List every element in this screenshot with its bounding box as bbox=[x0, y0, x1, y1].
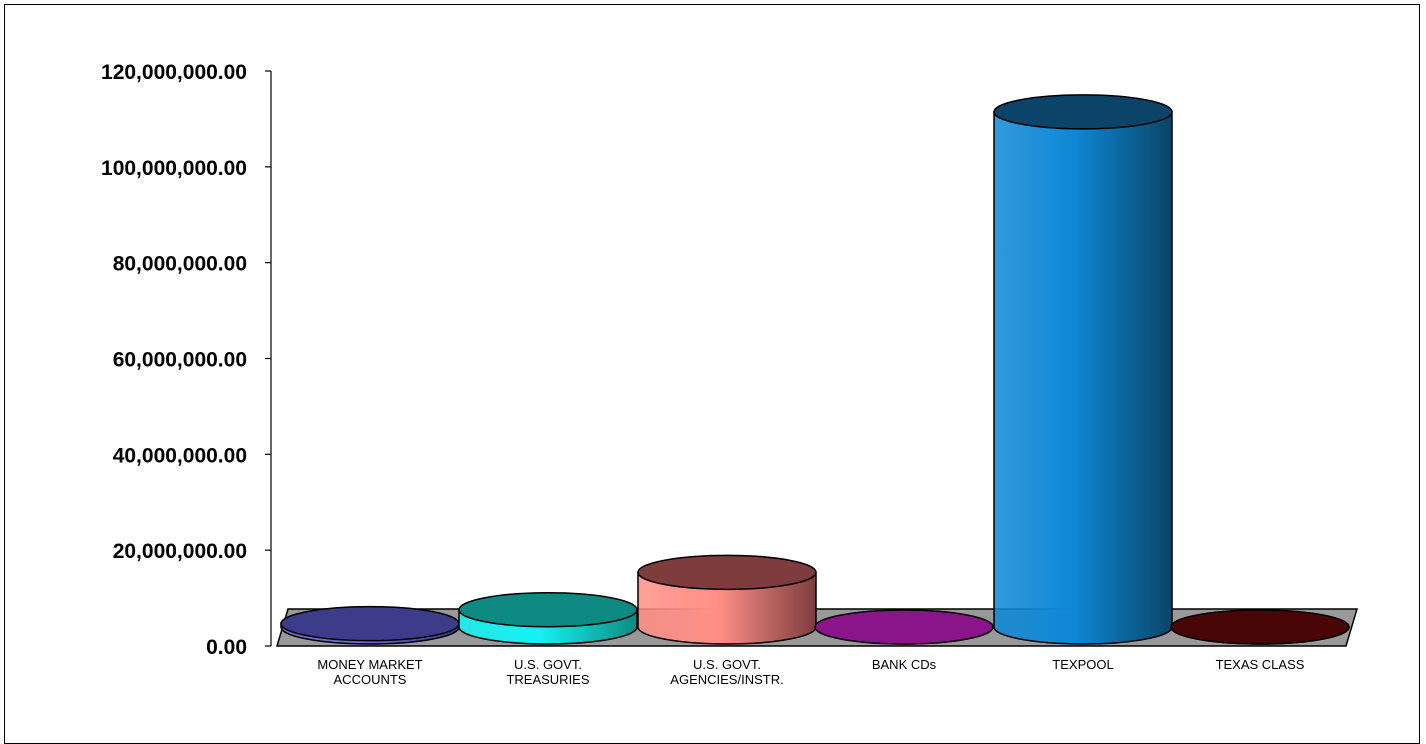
bar-top bbox=[458, 592, 638, 628]
x-axis: MONEY MARKET ACCOUNTS U.S. GOVT. TREASURIES… bbox=[317, 657, 1304, 687]
y-tick-label: 120,000,000.00 bbox=[101, 61, 247, 84]
x-tick-label: U.S. GOVT. TREASURIES bbox=[506, 657, 589, 687]
bar-3 bbox=[814, 609, 994, 645]
bar-top bbox=[637, 554, 817, 591]
bar-top bbox=[993, 94, 1173, 130]
bar-top bbox=[280, 605, 460, 642]
y-tick-label: 0.00 bbox=[206, 636, 247, 659]
bar-5 bbox=[1170, 609, 1350, 645]
y-tick-label: 20,000,000.00 bbox=[113, 540, 247, 563]
x-tick-label: TEXAS CLASS bbox=[1216, 657, 1305, 672]
bar-4 bbox=[993, 94, 1173, 645]
bar-series bbox=[280, 94, 1350, 645]
bar-body bbox=[993, 111, 1173, 645]
bar-2 bbox=[637, 554, 817, 645]
bar-1 bbox=[458, 592, 638, 645]
x-tick-label: MONEY MARKET ACCOUNTS bbox=[317, 657, 422, 687]
y-tick-label: 100,000,000.00 bbox=[101, 157, 247, 180]
bar-top bbox=[814, 609, 994, 645]
bar-body bbox=[637, 571, 817, 645]
x-tick-label: TEXPOOL bbox=[1052, 657, 1113, 672]
y-tick-label: 40,000,000.00 bbox=[113, 444, 247, 467]
x-tick-label: BANK CDs bbox=[872, 657, 937, 672]
y-tick-label: 60,000,000.00 bbox=[113, 349, 247, 372]
bar-0 bbox=[280, 605, 460, 645]
x-tick-label: U.S. GOVT. AGENCIES/INSTR. bbox=[670, 657, 783, 687]
y-axis: 0.00 20,000,000.00 40,000,000.00 60,000,000… bbox=[101, 61, 272, 659]
y-tick-label: 80,000,000.00 bbox=[113, 253, 247, 276]
bar-top bbox=[1170, 609, 1350, 645]
